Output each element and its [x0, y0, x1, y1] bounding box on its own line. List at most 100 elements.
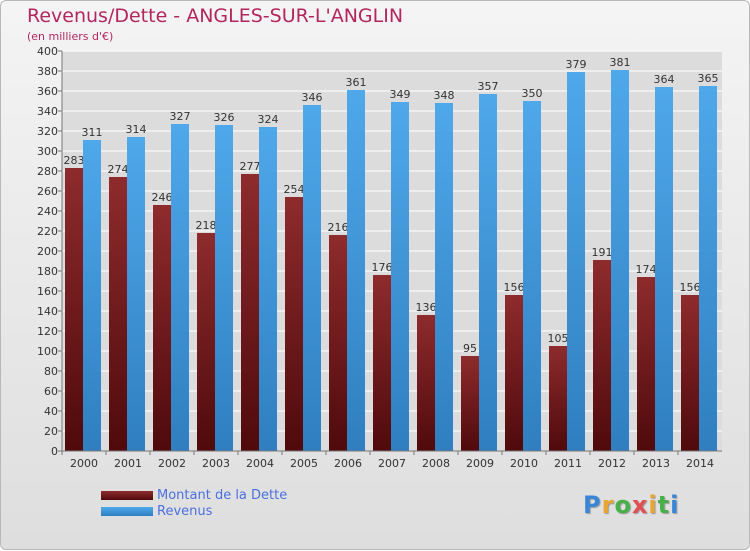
bar-debt [329, 235, 347, 451]
data-label-debt: 156 [680, 281, 701, 294]
y-tick-label: 200 [37, 245, 58, 258]
bar-revenue [655, 87, 673, 451]
data-label-debt: 218 [196, 219, 217, 232]
data-label-revenue: 324 [258, 113, 279, 126]
y-tick-label: 0 [51, 445, 58, 458]
bar-revenue [259, 127, 277, 451]
x-tick-label: 2007 [378, 457, 406, 470]
bar-revenue [215, 125, 233, 451]
bar-debt [637, 277, 655, 451]
data-label-debt: 105 [548, 332, 569, 345]
y-tick-label: 180 [37, 265, 58, 278]
legend-item-debt: Montant de la Dette [101, 487, 287, 503]
bar-revenue [699, 86, 717, 451]
data-label-revenue: 326 [214, 111, 235, 124]
data-label-debt: 176 [372, 261, 393, 274]
chart-subtitle: (en milliers d'€) [27, 30, 114, 43]
y-tick-label: 20 [44, 425, 58, 438]
y-tick-label: 300 [37, 145, 58, 158]
bar-debt [65, 168, 83, 451]
data-label-revenue: 350 [522, 87, 543, 100]
legend: Montant de la Dette Revenus [101, 487, 287, 519]
x-tick-label: 2011 [554, 457, 582, 470]
x-tick-label: 2014 [686, 457, 714, 470]
data-label-revenue: 349 [390, 88, 411, 101]
x-tick-label: 2013 [642, 457, 670, 470]
y-tick-label: 80 [44, 365, 58, 378]
bar-debt [109, 177, 127, 451]
bar-debt [593, 260, 611, 451]
y-tick-label: 160 [37, 285, 58, 298]
data-label-debt: 156 [504, 281, 525, 294]
y-tick-label: 100 [37, 345, 58, 358]
bar-revenue [83, 140, 101, 451]
y-tick-label: 320 [37, 125, 58, 138]
data-label-revenue: 379 [566, 58, 587, 71]
data-label-debt: 174 [636, 263, 657, 276]
y-tick-label: 400 [37, 45, 58, 58]
x-tick-label: 2003 [202, 457, 230, 470]
y-tick-label: 380 [37, 65, 58, 78]
x-tick-label: 2012 [598, 457, 626, 470]
legend-label-revenue: Revenus [157, 503, 213, 519]
chart-title: Revenus/Dette - ANGLES-SUR-L'ANGLIN [27, 5, 404, 27]
bar-debt [505, 295, 523, 451]
proxiti-logo: Proxiti [583, 491, 680, 519]
bar-revenue [435, 103, 453, 451]
data-label-debt: 136 [416, 301, 437, 314]
data-label-revenue: 361 [346, 76, 367, 89]
x-tick-label: 2000 [70, 457, 98, 470]
data-label-revenue: 365 [698, 72, 719, 85]
y-tick-label: 260 [37, 185, 58, 198]
y-tick-label: 220 [37, 225, 58, 238]
y-tick-label: 360 [37, 85, 58, 98]
data-label-debt: 283 [64, 154, 85, 167]
bar-debt [373, 275, 391, 451]
x-tick-label: 2001 [114, 457, 142, 470]
legend-swatch-debt [101, 490, 153, 500]
y-tick-label: 280 [37, 165, 58, 178]
data-label-debt: 277 [240, 160, 261, 173]
x-tick-label: 2008 [422, 457, 450, 470]
bar-debt [549, 346, 567, 451]
data-label-debt: 274 [108, 163, 129, 176]
bar-revenue [347, 90, 365, 451]
data-label-revenue: 357 [478, 80, 499, 93]
x-tick-label: 2002 [158, 457, 186, 470]
bar-revenue [611, 70, 629, 451]
legend-item-revenue: Revenus [101, 503, 287, 519]
bar-revenue [303, 105, 321, 451]
y-tick-label: 140 [37, 305, 58, 318]
legend-swatch-revenue [101, 506, 153, 516]
data-label-revenue: 311 [82, 126, 103, 139]
data-label-revenue: 346 [302, 91, 323, 104]
x-tick-label: 2006 [334, 457, 362, 470]
bar-debt [241, 174, 259, 451]
legend-label-debt: Montant de la Dette [157, 487, 288, 503]
bar-debt [197, 233, 215, 451]
bar-revenue [171, 124, 189, 451]
data-label-debt: 254 [284, 183, 305, 196]
x-tick-label: 2004 [246, 457, 274, 470]
y-tick-label: 120 [37, 325, 58, 338]
bar-revenue [479, 94, 497, 451]
bar-revenue [127, 137, 145, 451]
data-label-revenue: 364 [654, 73, 675, 86]
y-tick-label: 60 [44, 385, 58, 398]
bar-revenue [523, 101, 541, 451]
data-label-revenue: 348 [434, 89, 455, 102]
x-tick-label: 2009 [466, 457, 494, 470]
x-tick-label: 2005 [290, 457, 318, 470]
bar-debt [681, 295, 699, 451]
data-label-revenue: 327 [170, 110, 191, 123]
data-label-debt: 95 [463, 342, 477, 355]
y-tick-label: 40 [44, 405, 58, 418]
bar-debt [285, 197, 303, 451]
x-tick-label: 2010 [510, 457, 538, 470]
y-tick-label: 340 [37, 105, 58, 118]
bar-revenue [391, 102, 409, 451]
bar-debt [417, 315, 435, 451]
y-tick-label: 240 [37, 205, 58, 218]
